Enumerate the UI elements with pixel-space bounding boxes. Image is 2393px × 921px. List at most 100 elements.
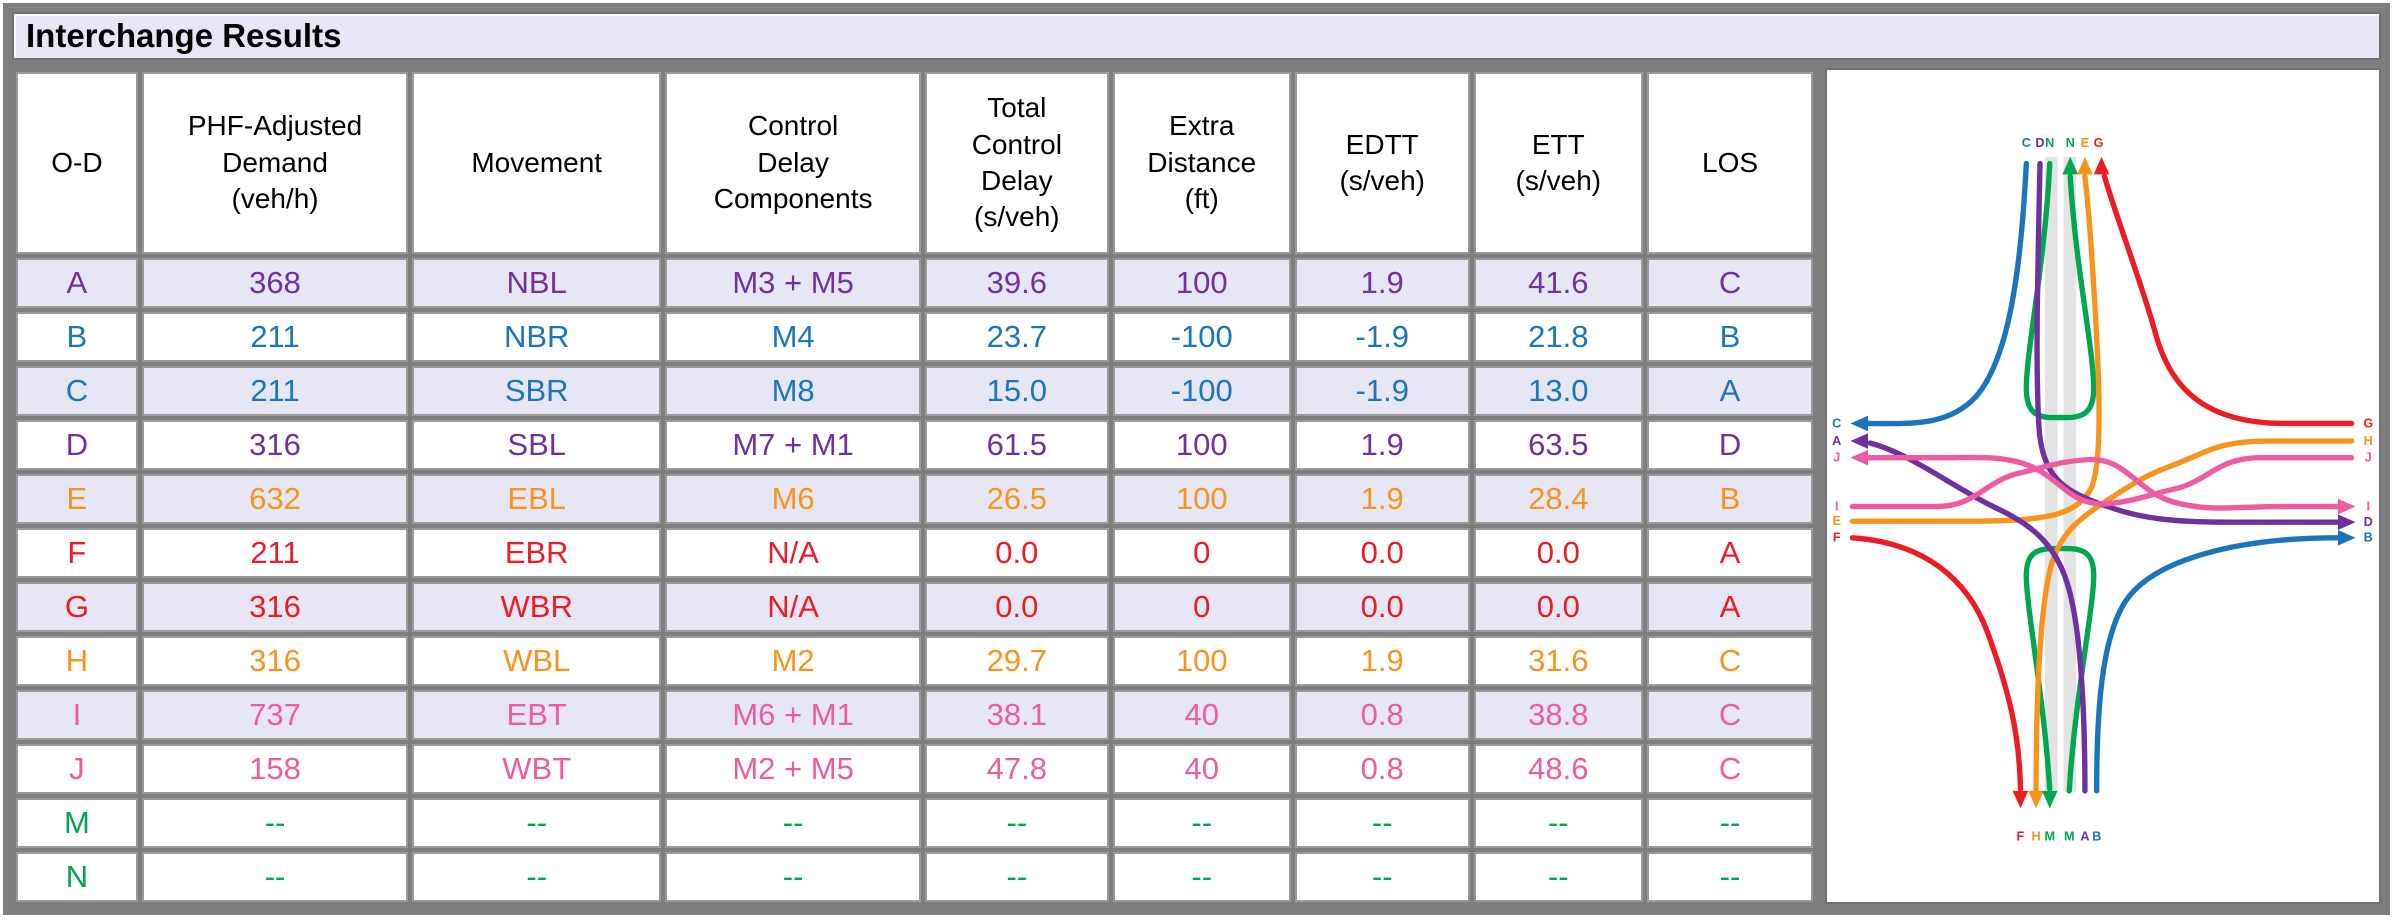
diagram-label-I-right: I: [2366, 499, 2370, 513]
arrowhead-A-left-icon: [1850, 433, 1869, 449]
cell-delay: 0.0: [925, 582, 1109, 632]
cell-los: A: [1647, 366, 1813, 416]
cell-distance: 40: [1112, 690, 1291, 740]
cell-distance: 40: [1112, 744, 1291, 794]
diagram-label-C-left: C: [1832, 416, 1841, 430]
cell-movement: WBT: [412, 744, 662, 794]
cell-ett: 0.0: [1473, 528, 1644, 578]
cell-movement: SBR: [412, 366, 662, 416]
cell-ett: 63.5: [1473, 420, 1644, 470]
arrowhead-E-up-icon: [2077, 156, 2093, 175]
table-row-a: A 368 NBL M3 + M5 39.6 100 1.9 41.6 C: [16, 258, 1813, 308]
cell-components: M2 + M5: [665, 744, 922, 794]
column-header-movement: Movement: [412, 72, 662, 254]
cell-los: C: [1647, 258, 1813, 308]
results-table: O-D PHF-Adjusted Demand (veh/h) Movement Cont…: [12, 68, 1817, 906]
table-row-c: C 211 SBR M8 15.0 -100 -1.9 13.0 A: [16, 366, 1813, 416]
cell-distance: 0: [1112, 582, 1291, 632]
cell-edtt: --: [1294, 852, 1470, 902]
arrowhead-F-down-icon: [2012, 790, 2029, 809]
cell-demand: 316: [141, 636, 409, 686]
cell-delay: 38.1: [925, 690, 1109, 740]
cell-distance: --: [1112, 852, 1291, 902]
cell-delay: 0.0: [925, 528, 1109, 578]
flow-path-B-nbr: [2093, 535, 2341, 794]
cell-demand: 368: [141, 258, 409, 308]
cell-los: B: [1647, 474, 1813, 524]
cell-ett: 13.0: [1473, 366, 1644, 416]
diagram-label-E-left: E: [1833, 514, 1841, 528]
cell-demand: 211: [141, 528, 409, 578]
flow-path-J-wbt: [1865, 454, 2355, 507]
diagram-label-E-top: E: [2081, 136, 2089, 150]
cell-components: M7 + M1: [665, 420, 922, 470]
cell-demand: 158: [141, 744, 409, 794]
header-row: O-D PHF-Adjusted Demand (veh/h) Movement Cont…: [16, 72, 1813, 254]
table-row-d: D 316 SBL M7 + M1 61.5 100 1.9 63.5 D: [16, 420, 1813, 470]
table-row-g: G 316 WBR N/A 0.0 0 0.0 0.0 A: [16, 582, 1813, 632]
diagram-label-A-bottom: A: [2080, 830, 2089, 844]
flow-path-A-nbl: [1867, 440, 2088, 794]
arrowhead-M-down-icon: [2041, 790, 2058, 809]
cell-delay: 15.0: [925, 366, 1109, 416]
cell-components: M2: [665, 636, 922, 686]
page-title: Interchange Results: [26, 17, 342, 54]
cell-distance: -100: [1112, 312, 1291, 362]
cell-od: C: [16, 366, 138, 416]
diagram-label-C-top: C: [2022, 136, 2031, 150]
column-header-phfadjusted: PHF-Adjusted Demand (veh/h): [141, 72, 409, 254]
cell-edtt: -1.9: [1294, 366, 1470, 416]
cell-delay: 26.5: [925, 474, 1109, 524]
flow-path-C-sbr: [1865, 160, 2029, 427]
cell-od: F: [16, 528, 138, 578]
cell-components: M6 + M1: [665, 690, 922, 740]
cell-movement: WBL: [412, 636, 662, 686]
cell-edtt: 1.9: [1294, 636, 1470, 686]
diagram-label-M-bottom: M: [2044, 830, 2055, 844]
flow-path-I-ebt: [1849, 456, 2341, 511]
table-row-n: N -- -- -- -- -- -- -- --: [16, 852, 1813, 902]
diagram-label-F-left: F: [1833, 531, 1841, 545]
arrowhead-H-down-icon: [2028, 790, 2044, 809]
cell-od: B: [16, 312, 138, 362]
cell-components: M4: [665, 312, 922, 362]
content-area: O-D PHF-Adjusted Demand (veh/h) Movement Cont…: [12, 68, 2381, 904]
cell-los: B: [1647, 312, 1813, 362]
cell-los: C: [1647, 744, 1813, 794]
cell-los: C: [1647, 690, 1813, 740]
cell-distance: --: [1112, 798, 1291, 848]
diagram-label-D-right: D: [2364, 515, 2373, 529]
diagram-label-J-left: J: [1833, 451, 1840, 465]
title-bar: Interchange Results: [12, 12, 2381, 60]
cell-movement: --: [412, 798, 662, 848]
diagram-label-A-left: A: [1832, 434, 1841, 448]
cell-edtt: 1.9: [1294, 420, 1470, 470]
cell-delay: 61.5: [925, 420, 1109, 470]
cell-demand: 632: [141, 474, 409, 524]
column-header-edtt: EDTT (s/veh): [1294, 72, 1470, 254]
flow-path-D-sbl: [2034, 160, 2341, 525]
cell-od: A: [16, 258, 138, 308]
cell-distance: 100: [1112, 258, 1291, 308]
cell-ett: 41.6: [1473, 258, 1644, 308]
cell-los: --: [1647, 852, 1813, 902]
cell-edtt: --: [1294, 798, 1470, 848]
cell-los: D: [1647, 420, 1813, 470]
diagram-label-H-right: H: [2364, 434, 2373, 448]
table-row-h: H 316 WBL M2 29.7 100 1.9 31.6 C: [16, 636, 1813, 686]
cell-edtt: 0.0: [1294, 582, 1470, 632]
diagram-label-I-left: I: [1835, 499, 1839, 513]
diagram-label-H-bottom: H: [2031, 830, 2040, 844]
arrowhead-I-right-icon: [2337, 498, 2356, 515]
cell-components: N/A: [665, 582, 922, 632]
cell-distance: 100: [1112, 420, 1291, 470]
cell-delay: --: [925, 852, 1109, 902]
cell-components: --: [665, 852, 922, 902]
cell-od: G: [16, 582, 138, 632]
table-body: A 368 NBL M3 + M5 39.6 100 1.9 41.6 C B 211 NBR M4 23…: [16, 258, 1813, 902]
cell-edtt: 1.9: [1294, 258, 1470, 308]
table-row-b: B 211 NBR M4 23.7 -100 -1.9 21.8 B: [16, 312, 1813, 362]
cell-demand: 316: [141, 582, 409, 632]
cell-demand: --: [141, 852, 409, 902]
